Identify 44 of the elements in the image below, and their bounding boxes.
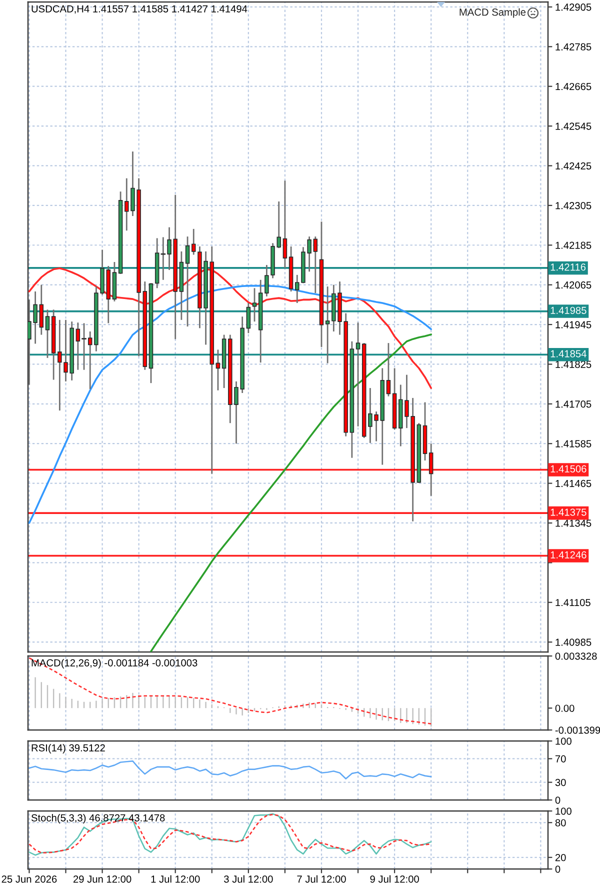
y-tick-label: 100 (556, 738, 572, 745)
y-tick-label: 1.41825 (556, 360, 592, 368)
x-tick-label: 25 Jun 2026 (2, 876, 57, 883)
y-tick-label: 1.42185 (556, 242, 592, 249)
y-tick-label: 1.42065 (556, 281, 592, 289)
chart-title: USDCAD,H4 1.41557 1.41585 1.41427 1.41494 (32, 5, 248, 14)
y-tick-label: -0.001399 (555, 726, 600, 734)
y-tick-label: 1.41705 (556, 400, 592, 408)
ref-line-label: 1.41246 (550, 551, 586, 558)
y-tick-label: 1.42425 (556, 162, 592, 170)
y-tick-label: 0 (555, 866, 560, 873)
y-tick-label: 1.41465 (556, 480, 592, 488)
x-tick-label: 29 Jun 12:00 (73, 876, 132, 883)
x-tick-label: 3 Jul 12:00 (224, 875, 273, 883)
x-tick-label: 1 Jul 12:00 (151, 875, 200, 883)
y-tick-label: 1.41105 (556, 598, 590, 606)
ref-line-label: 1.41985 (550, 306, 586, 314)
x-tick-label: 7 Jul 12:00 (297, 875, 346, 883)
ref-line-label: 1.41375 (550, 508, 586, 516)
y-tick-label: 0 (555, 796, 560, 804)
y-tick-label: 70 (555, 755, 566, 762)
chart-title: RSI(14) 39.5122 (32, 744, 105, 754)
y-tick-label: 20 (555, 854, 566, 862)
y-tick-label: 1.42785 (556, 43, 592, 50)
y-tick-label: 80 (555, 819, 566, 826)
ref-line-label: 1.41854 (550, 350, 586, 358)
x-tick-label: 9 Jul 12:00 (370, 875, 419, 883)
y-tick-label: 1.42545 (556, 122, 592, 130)
y-tick-label: 30 (555, 778, 566, 786)
y-tick-label: 1.42905 (556, 4, 592, 11)
y-tick-label: 1.42665 (556, 82, 592, 90)
y-tick-label: 1.41345 (556, 520, 592, 527)
text: MACD Sample (460, 8, 526, 18)
chart-title: MACD(12,26,9) -0.001184 -0.001003 (32, 659, 198, 668)
chart-title: Stoch(5,3,3) 46.8727 43.1478 (31, 814, 165, 824)
y-tick-label: 0.00 (555, 704, 574, 712)
ref-line-label: 1.41506 (550, 465, 586, 472)
ref-line-label: 1.42116 (550, 263, 586, 271)
y-tick-label: 1.40985 (556, 638, 592, 646)
y-tick-label: 100 (556, 808, 572, 815)
y-tick-label: 1.42305 (556, 202, 592, 210)
y-tick-label: 1.41585 (556, 440, 592, 448)
y-tick-label: 0.003328 (555, 652, 597, 660)
y-tick-label: 1.41945 (556, 321, 592, 328)
